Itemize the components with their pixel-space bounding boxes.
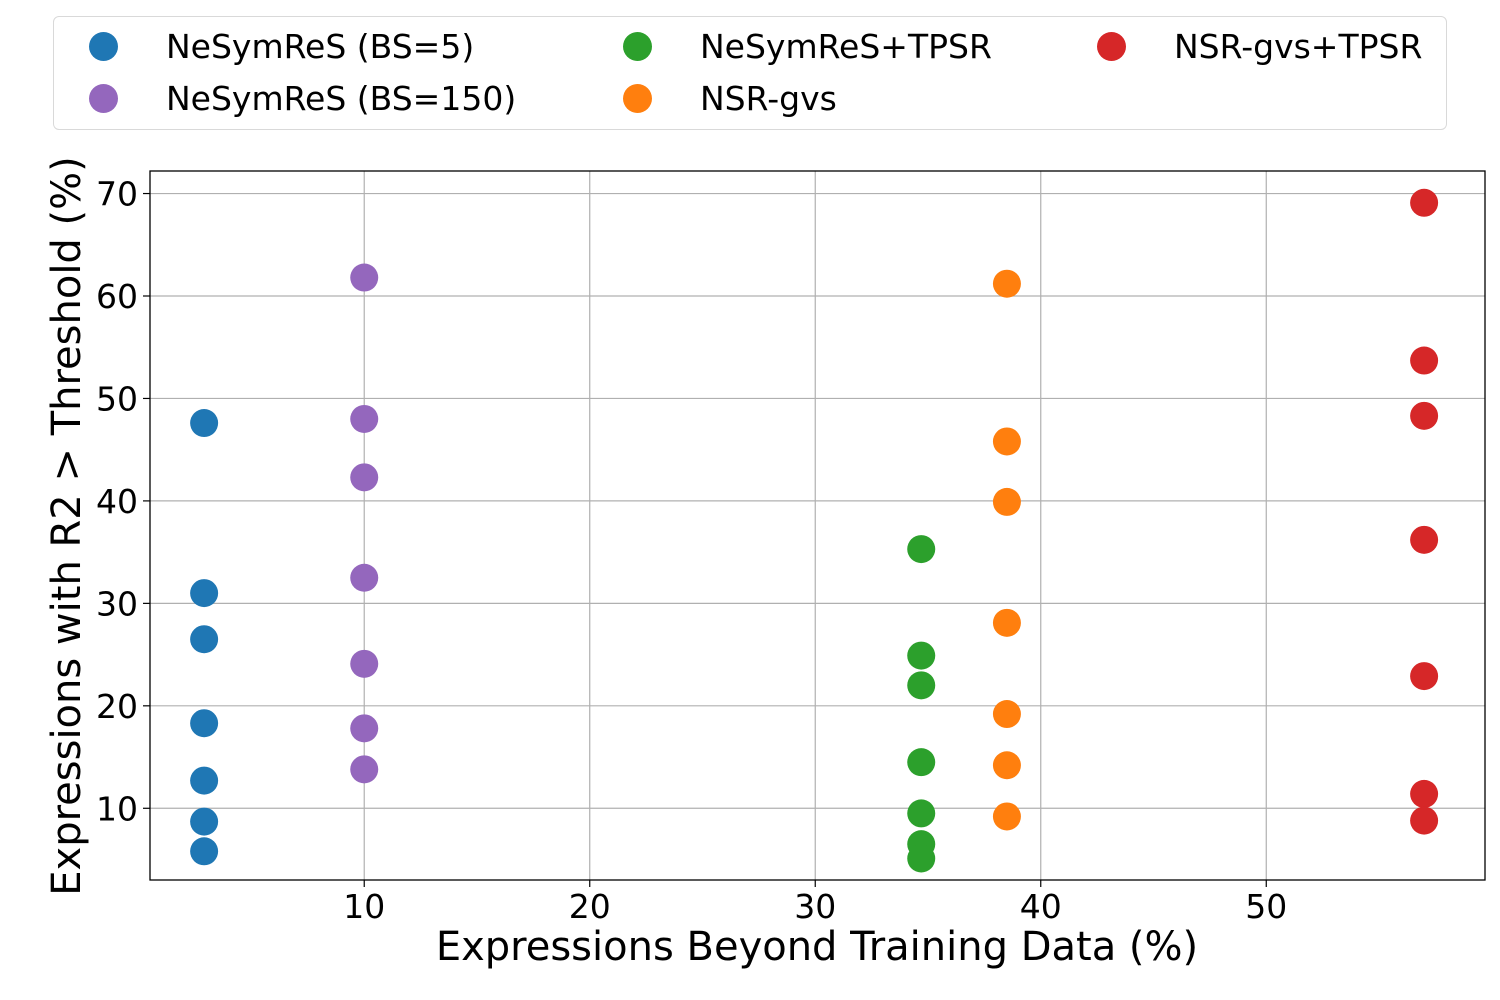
data-point [350, 263, 379, 292]
data-point [907, 844, 936, 873]
data-point [190, 766, 219, 795]
data-point [350, 463, 379, 492]
legend-item: NeSymReS+TPSR [623, 26, 992, 66]
legend-marker [623, 83, 652, 113]
y-tick-label: 30 [96, 584, 138, 623]
data-point [992, 802, 1021, 831]
y-tick-label: 10 [96, 789, 138, 828]
legend-label: NeSymReS (BS=5) [166, 26, 475, 66]
data-point [1410, 346, 1439, 375]
legend-label: NSR-gvs+TPSR [1174, 26, 1423, 66]
grid [150, 171, 1485, 880]
data-point [190, 807, 219, 836]
legend-marker [1097, 31, 1126, 61]
data-point [190, 625, 219, 654]
data-point [190, 709, 219, 738]
data-point [350, 755, 379, 784]
x-axis-label: Expressions Beyond Training Data (%) [436, 924, 1198, 970]
data-point [190, 837, 219, 866]
data-point [992, 608, 1021, 637]
legend-label: NSR-gvs [700, 78, 837, 118]
legend-label: NeSymReS (BS=150) [166, 78, 517, 118]
data-point [1410, 401, 1439, 430]
x-tick-label: 30 [794, 887, 836, 926]
x-tick-label: 40 [1020, 887, 1062, 926]
data-point [350, 649, 379, 678]
data-point [907, 535, 936, 564]
legend-item: NSR-gvs [623, 78, 837, 118]
data-point [907, 641, 936, 670]
data-point [907, 799, 936, 828]
data-point [350, 714, 379, 743]
x-tick-label: 10 [343, 887, 385, 926]
legend-item: NSR-gvs+TPSR [1097, 26, 1422, 66]
x-tick-label: 50 [1245, 887, 1287, 926]
plot-frame [149, 170, 1486, 881]
legend-item: NeSymReS (BS=150) [89, 78, 516, 118]
legend: NeSymReS (BS=5) NeSymReS (BS=150) NeSymR… [53, 16, 1447, 130]
data-point [350, 563, 379, 592]
y-tick-label: 40 [96, 482, 138, 521]
x-tick-label: 20 [569, 887, 611, 926]
legend-marker [89, 31, 118, 61]
data-point [992, 751, 1021, 780]
data-point [1410, 525, 1439, 554]
data-point [992, 487, 1021, 516]
data-point [992, 427, 1021, 456]
y-tick-label: 60 [96, 277, 138, 316]
legend-marker [89, 83, 118, 113]
data-point [992, 269, 1021, 298]
legend-marker [623, 31, 652, 61]
y-tick-label: 70 [96, 175, 138, 214]
data-point [1410, 779, 1439, 808]
data-point [190, 579, 219, 608]
data-point [1410, 188, 1439, 217]
data-point [190, 409, 219, 438]
y-axis-label: Expressions with R2 > Threshold (%) [44, 156, 90, 896]
legend-item: NeSymReS (BS=5) [89, 26, 474, 66]
legend-label: NeSymReS+TPSR [700, 26, 992, 66]
data-point [1410, 806, 1439, 835]
data-point [350, 404, 379, 433]
y-tick-label: 20 [96, 687, 138, 726]
y-axis-ticks: 10 20 30 40 50 60 70 [96, 175, 150, 828]
data-point [907, 748, 936, 777]
data-point [992, 700, 1021, 729]
y-tick-label: 50 [96, 379, 138, 418]
data-points [190, 188, 1439, 873]
data-point [907, 671, 936, 700]
data-point [1410, 662, 1439, 691]
x-axis-ticks: 10 20 30 40 50 [343, 880, 1287, 926]
